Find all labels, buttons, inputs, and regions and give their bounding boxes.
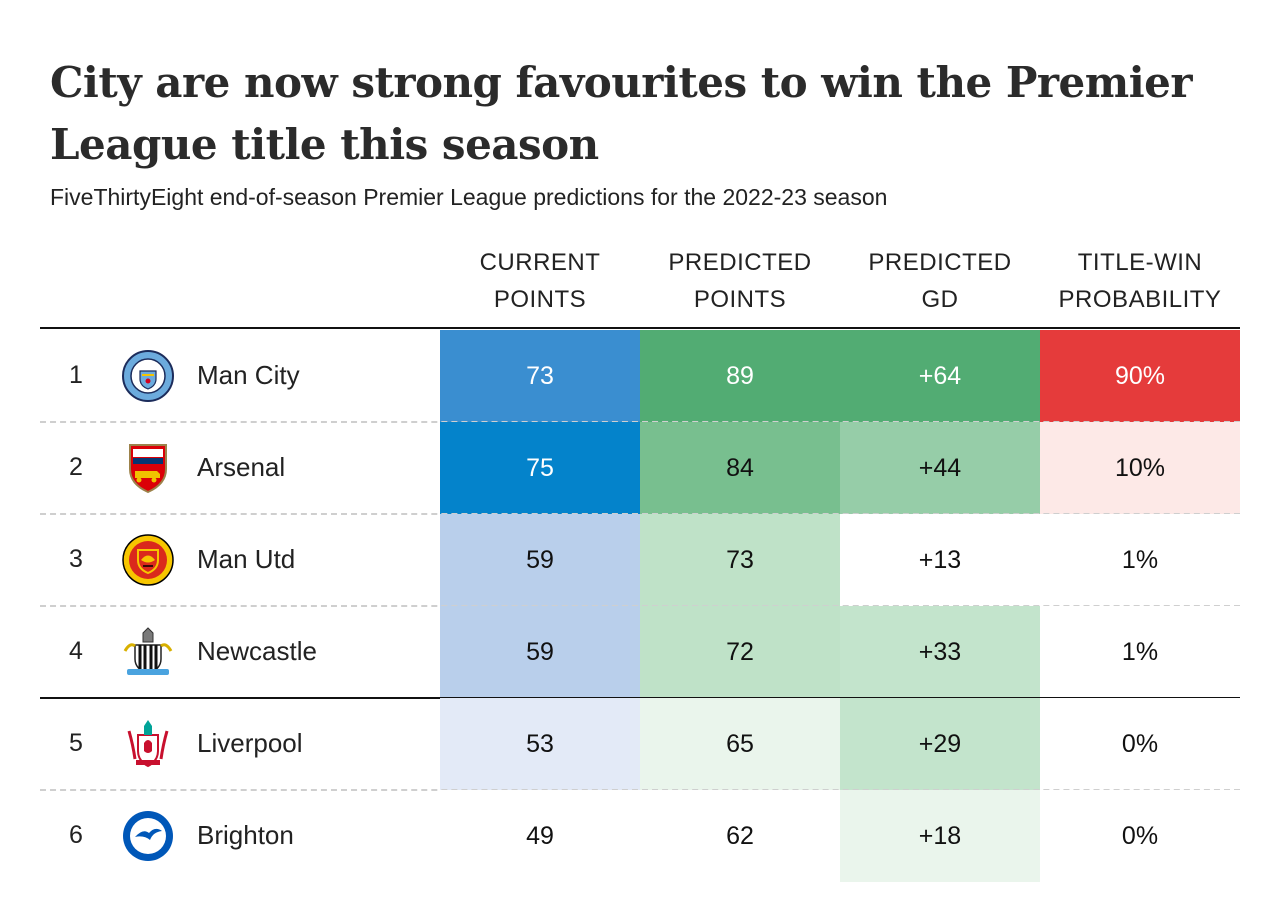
current-points-cell: 73 xyxy=(440,330,640,422)
brighton-crest-icon xyxy=(121,809,175,863)
team-name: Liverpool xyxy=(197,728,303,758)
liverpool-crest-icon xyxy=(121,717,175,771)
column-header-line: TITLE-WIN xyxy=(1077,249,1203,276)
predicted-points-cell: 72 xyxy=(640,606,840,698)
current-points-cell: 59 xyxy=(440,606,640,698)
rank-number: 2 xyxy=(69,453,83,481)
title-win-probability-cell: 1% xyxy=(1040,514,1240,606)
rank-number: 1 xyxy=(69,361,83,389)
current-points-cell: 75 xyxy=(440,422,640,514)
predicted-gd-cell: +18 xyxy=(840,790,1040,882)
team-name: Newcastle xyxy=(197,636,317,666)
column-header-line: GD xyxy=(921,286,959,313)
column-header-predicted-gd: PREDICTED GD xyxy=(840,244,1040,318)
rank-number: 4 xyxy=(69,637,83,665)
current-points-cell: 59 xyxy=(440,514,640,606)
team-name: Man Utd xyxy=(197,544,296,574)
column-header-line: PREDICTED xyxy=(668,249,812,276)
column-header-line: POINTS xyxy=(693,286,787,313)
column-header-predicted-points: PREDICTED POINTS xyxy=(640,244,840,318)
column-header-line: POINTS xyxy=(493,286,587,313)
arsenal-crest-icon xyxy=(121,441,175,495)
newcastle-crest-icon xyxy=(121,625,175,679)
column-header-current-points: CURRENT POINTS xyxy=(440,244,640,318)
title-win-probability-cell: 1% xyxy=(1040,606,1240,698)
title-win-probability-cell: 0% xyxy=(1040,790,1240,882)
predicted-points-cell: 84 xyxy=(640,422,840,514)
man-city-crest-icon xyxy=(121,349,175,403)
rank-number: 5 xyxy=(69,729,83,757)
title-win-probability-cell: 90% xyxy=(1040,330,1240,422)
rank-number: 6 xyxy=(69,821,83,849)
predicted-points-cell: 89 xyxy=(640,330,840,422)
title-win-probability-cell: 10% xyxy=(1040,422,1240,514)
team-name: Brighton xyxy=(197,820,294,850)
predicted-points-cell: 65 xyxy=(640,698,840,790)
team-name: Man City xyxy=(197,360,300,390)
column-header-line: CURRENT xyxy=(479,249,601,276)
predicted-gd-cell: +13 xyxy=(840,514,1040,606)
rank-number: 3 xyxy=(69,545,83,573)
predicted-gd-cell: +64 xyxy=(840,330,1040,422)
predicted-points-cell: 73 xyxy=(640,514,840,606)
predicted-gd-cell: +44 xyxy=(840,422,1040,514)
column-header-line: PREDICTED xyxy=(868,249,1012,276)
man-utd-crest-icon xyxy=(121,533,175,587)
current-points-cell: 49 xyxy=(440,790,640,882)
column-header-title-win-probability: TITLE-WIN PROBABILITY xyxy=(1040,244,1240,318)
column-header-line: PROBABILITY xyxy=(1058,286,1222,313)
team-name: Arsenal xyxy=(197,452,286,482)
current-points-cell: 53 xyxy=(440,698,640,790)
chart-title: City are now strong favourites to win th… xyxy=(50,58,1193,169)
predicted-gd-cell: +29 xyxy=(840,698,1040,790)
predicted-points-cell: 62 xyxy=(640,790,840,882)
title-win-probability-cell: 0% xyxy=(1040,698,1240,790)
header-rule xyxy=(40,327,1240,329)
predicted-gd-cell: +33 xyxy=(840,606,1040,698)
chart-subtitle: FiveThirtyEight end-of-season Premier Le… xyxy=(50,184,888,210)
